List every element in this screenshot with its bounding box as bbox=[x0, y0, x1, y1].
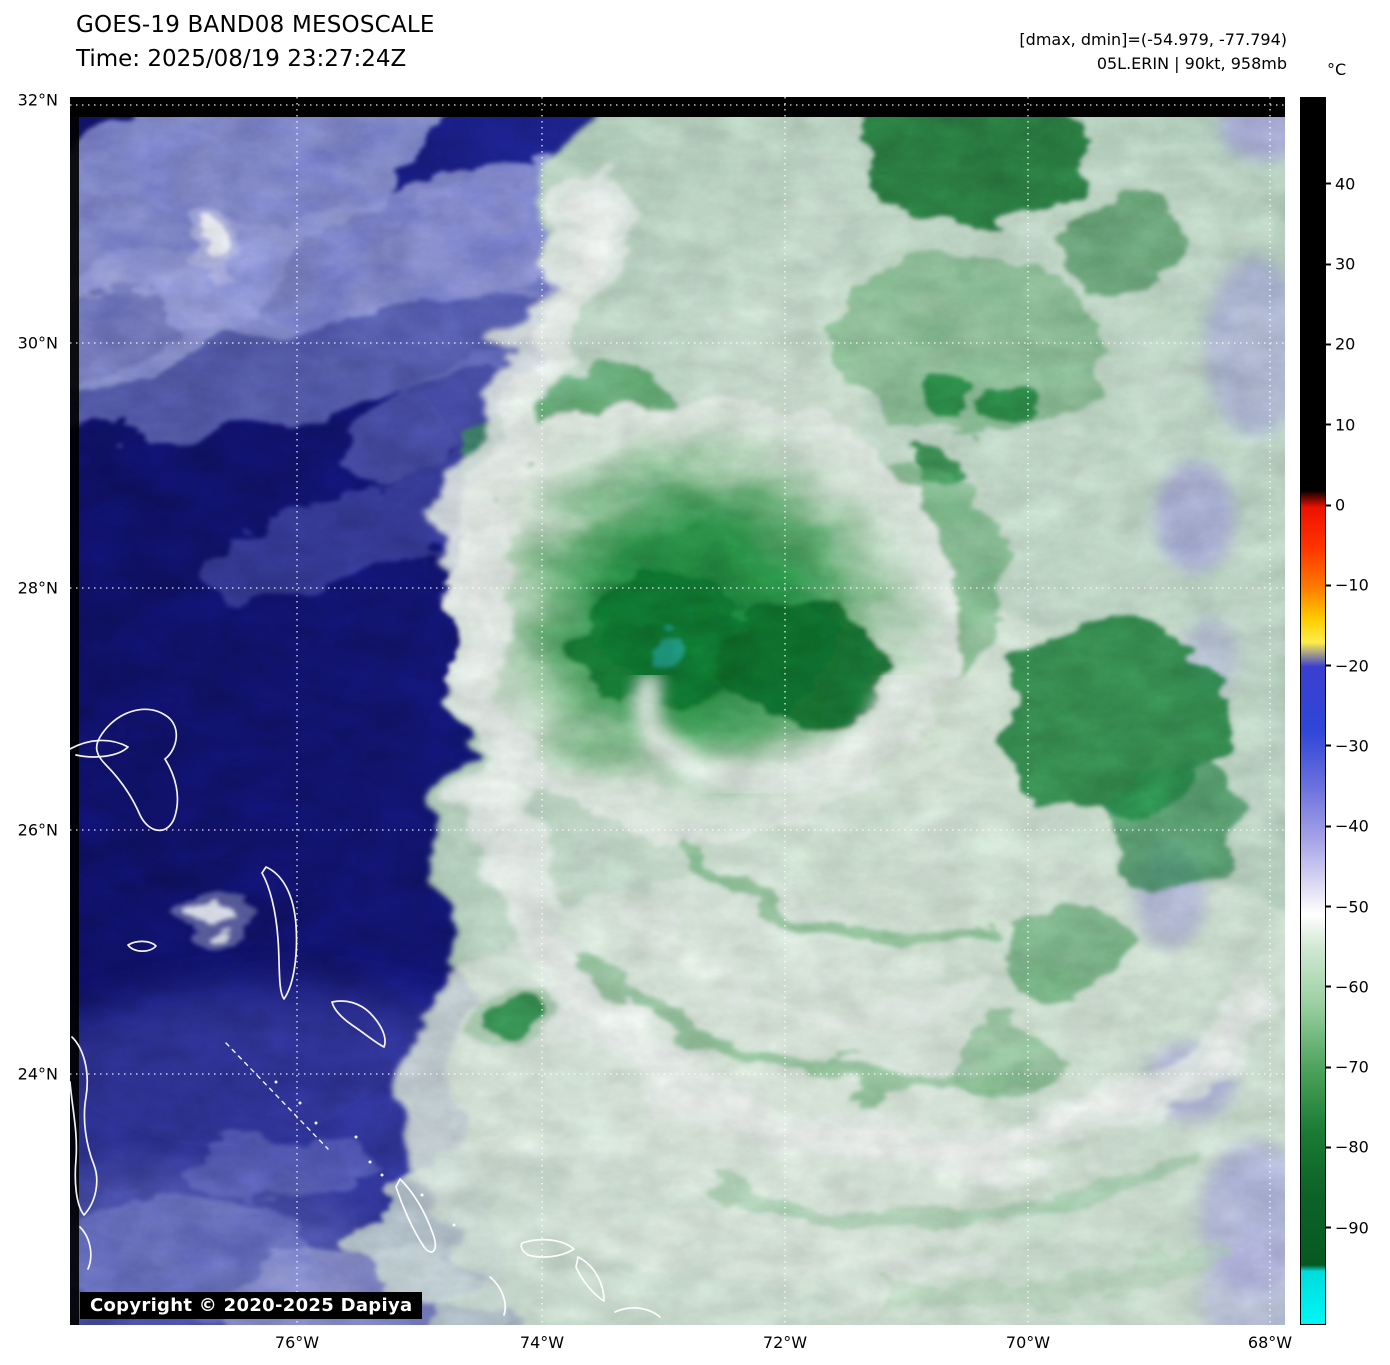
product-title: GOES-19 BAND08 MESOSCALE bbox=[76, 12, 435, 38]
colorbar-tick: −30 bbox=[1326, 736, 1369, 755]
coastlines-overlay bbox=[70, 708, 661, 1318]
colorbar-tick: −60 bbox=[1326, 977, 1369, 996]
colorbar-tick-mark bbox=[1326, 182, 1331, 185]
colorbar-tick-mark bbox=[1326, 343, 1331, 346]
lat-tick-label: 24°N bbox=[17, 1064, 58, 1084]
colorbar-tick: −20 bbox=[1326, 656, 1369, 675]
lat-axis-labels: 32°N 30°N 28°N 26°N 24°N bbox=[0, 91, 64, 1325]
lon-tick-label: 76°W bbox=[274, 1333, 320, 1352]
product-time: Time: 2025/08/19 23:27:24Z bbox=[76, 46, 407, 72]
colorbar-tick: 30 bbox=[1326, 255, 1355, 274]
coastline-crooked-island bbox=[520, 1238, 575, 1258]
coastline-ragged-cays bbox=[489, 1276, 507, 1316]
lon-tick-label: 72°W bbox=[762, 1333, 808, 1352]
coastline-long-island bbox=[395, 1178, 437, 1253]
colorbar-tick-label: 0 bbox=[1335, 495, 1346, 515]
colorbar-tick-mark bbox=[1326, 1226, 1331, 1229]
satellite-imagery bbox=[70, 97, 1285, 1325]
colorbar-tick-mark bbox=[1326, 664, 1331, 667]
colorbar-tick-label: −60 bbox=[1335, 977, 1369, 997]
colorbar-tick-mark bbox=[1326, 423, 1331, 426]
colorbar-tick: 20 bbox=[1326, 335, 1355, 354]
colorbar-tick-mark bbox=[1326, 1066, 1331, 1069]
coastline-andros-south bbox=[79, 1226, 92, 1270]
colorbar-tick-label: 20 bbox=[1335, 334, 1356, 354]
colorbar-tick-label: −50 bbox=[1335, 897, 1369, 916]
colorbar-tick: −40 bbox=[1326, 817, 1369, 836]
colorbar-tick-label: −70 bbox=[1335, 1057, 1369, 1077]
coastline-inagua bbox=[614, 1307, 661, 1318]
lat-tick-label: 32°N bbox=[17, 90, 58, 110]
colorbar-tick-mark bbox=[1326, 504, 1331, 506]
colorbar-tick-mark bbox=[1326, 825, 1331, 828]
colorbar-tick-label: 10 bbox=[1335, 415, 1356, 435]
copyright-label: Copyright © 2020-2025 Dapiya bbox=[80, 1292, 423, 1319]
graticule bbox=[70, 97, 1285, 1325]
colorbar-tick-label: −90 bbox=[1335, 1218, 1369, 1238]
dmax-dmin-readout: [dmax, dmin]=(-54.979, -77.794) bbox=[1019, 30, 1287, 49]
colorbar-tick-mark bbox=[1326, 263, 1331, 266]
texture-overlay-dark bbox=[70, 97, 1285, 1325]
colorbar-tick: 40 bbox=[1326, 174, 1355, 193]
missing-data-strip-left bbox=[70, 97, 79, 1325]
missing-data-strip-top bbox=[70, 97, 1285, 117]
lon-tick-label: 68°W bbox=[1247, 1333, 1293, 1352]
header-readouts: [dmax, dmin]=(-54.979, -77.794) 05L.ERIN… bbox=[1019, 28, 1287, 76]
colorbar-tick-label: −80 bbox=[1335, 1137, 1369, 1157]
lat-tick-label: 26°N bbox=[17, 820, 58, 840]
coastline-acklins bbox=[575, 1256, 605, 1302]
coastline-abaco bbox=[95, 708, 179, 831]
colorbar-tick: −80 bbox=[1326, 1138, 1369, 1157]
colorbar-tick-mark bbox=[1326, 905, 1331, 908]
colorbar-tick: −10 bbox=[1326, 576, 1369, 595]
coastline-eleuthera bbox=[261, 866, 298, 1000]
colorbar-tick-label: −10 bbox=[1335, 575, 1369, 595]
satellite-map: Copyright © 2020-2025 Dapiya bbox=[70, 97, 1285, 1325]
coastline-cat-island bbox=[331, 1000, 386, 1048]
colorbar-tick-label: −30 bbox=[1335, 736, 1369, 756]
colorbar-tick-label: −20 bbox=[1335, 656, 1369, 676]
lat-tick-label: 30°N bbox=[17, 333, 58, 353]
colorbar-tick: −50 bbox=[1326, 897, 1369, 916]
colorbar-tick: 0 bbox=[1326, 496, 1345, 515]
colorbar bbox=[1300, 97, 1326, 1325]
lon-tick-label: 74°W bbox=[519, 1333, 565, 1352]
colorbar-tick-label: 40 bbox=[1335, 174, 1356, 194]
coastline-andros bbox=[70, 1036, 98, 1216]
colorbar-unit-label: °C bbox=[1327, 60, 1347, 79]
colorbar-tick: −90 bbox=[1326, 1218, 1369, 1237]
lon-tick-label: 70°W bbox=[1005, 1333, 1051, 1352]
coastline-small-cays bbox=[274, 1080, 456, 1227]
colorbar-tick: −70 bbox=[1326, 1058, 1369, 1077]
coastline-grand-bahama bbox=[70, 739, 129, 758]
storm-info: 05L.ERIN | 90kt, 958mb bbox=[1096, 54, 1287, 73]
lon-axis-labels: 76°W 74°W 72°W 70°W 68°W bbox=[70, 1325, 1292, 1361]
colorbar-tick-mark bbox=[1326, 584, 1331, 587]
colorbar-tick-mark bbox=[1326, 744, 1331, 747]
colorbar-tick-labels: 40 30 20 10 0 −10 −20 −30 −40 −50 −60 −70 −80 −90 bbox=[1326, 97, 1388, 1325]
colorbar-tick-mark bbox=[1326, 1146, 1331, 1149]
colorbar-tick: 10 bbox=[1326, 415, 1355, 434]
colorbar-tick-mark bbox=[1326, 985, 1331, 988]
coastline-new-providence bbox=[127, 940, 157, 952]
lat-tick-label: 28°N bbox=[17, 578, 58, 598]
coastline-exuma-chain bbox=[225, 1042, 329, 1150]
colorbar-tick-label: −40 bbox=[1335, 816, 1369, 836]
colorbar-tick-label: 30 bbox=[1335, 254, 1356, 274]
